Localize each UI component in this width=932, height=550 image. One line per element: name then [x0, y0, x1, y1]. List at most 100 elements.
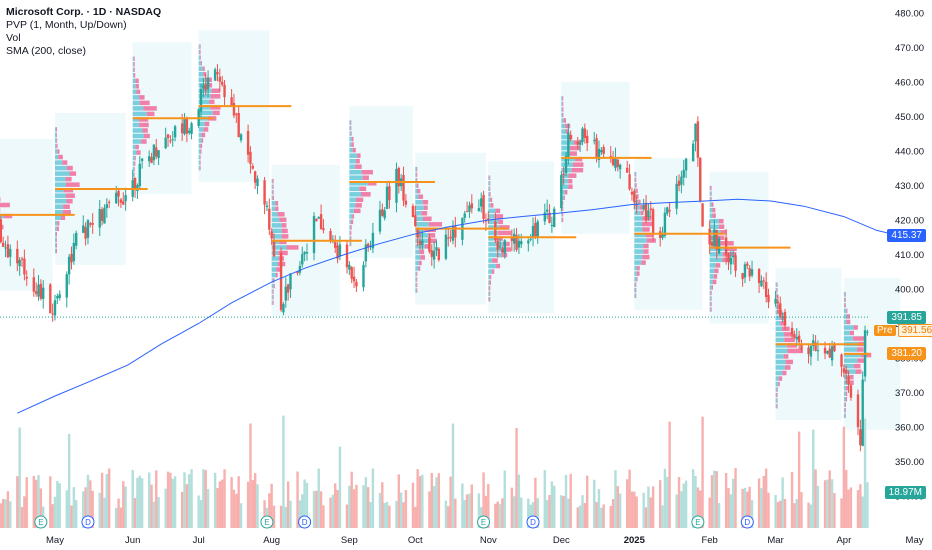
volume-profile-down-bar [489, 291, 491, 296]
event-marker-label: D [744, 518, 750, 527]
candle-body [437, 248, 441, 260]
candle-body [84, 227, 87, 239]
volume-profile-down-bar [712, 213, 716, 218]
candle-body [534, 222, 537, 237]
volume-profile-up-bar [349, 131, 351, 136]
volume-profile-up-bar [775, 381, 779, 387]
volume-bar [482, 472, 485, 528]
candle-body [477, 208, 481, 212]
volume-profile-down-bar [710, 301, 712, 307]
volume-bar [569, 473, 572, 528]
candle-body [428, 237, 431, 252]
candle-body [378, 209, 382, 232]
price-axis: 480.00 470.00 460.00 450.00 440.00 430.00 420.… [895, 9, 924, 503]
volume-profile-down-bar [776, 398, 778, 403]
volume-profile-down-bar [491, 269, 495, 274]
volume-profile-down-bar [637, 265, 640, 271]
volume-profile-up-bar [271, 267, 277, 272]
volume-profile-down-bar [845, 413, 846, 419]
volume-profile-up-bar [634, 210, 641, 216]
volume-bar [717, 503, 721, 528]
volume-profile-down-bar [787, 348, 803, 354]
volume-profile-down-bar [418, 194, 424, 199]
volume-profile-up-bar [415, 199, 423, 205]
candle-body [581, 128, 584, 143]
candle-body [451, 226, 455, 241]
volume-profile-up-bar [55, 132, 57, 138]
volume-bar [218, 481, 222, 528]
volume-bar [435, 477, 438, 528]
volume-bar [336, 490, 339, 528]
volume-profile-up-bar [132, 106, 144, 111]
volume-profile-down-bar [355, 197, 364, 203]
volume-bar [750, 500, 754, 528]
volume-profile-down-bar [417, 188, 421, 194]
volume-profile-down-bar [416, 166, 418, 172]
volume-profile-up-bar [634, 177, 636, 183]
volume-profile-down-bar [490, 203, 494, 208]
volume-profile-down-bar [357, 153, 361, 158]
dividend-marker [740, 515, 754, 529]
volume-profile-down-bar [57, 149, 60, 154]
volume-bar [658, 480, 662, 528]
volume-profile-up-bar [709, 279, 713, 285]
volume-profile-down-bar [58, 154, 63, 160]
volume-profile-down-bar [489, 192, 491, 197]
symbol-title[interactable]: Microsoft Corp. · 1D · NASDAQ [6, 6, 162, 18]
volume-profile-down-bar [853, 325, 858, 330]
volume-bar [553, 485, 556, 528]
candle-body [86, 220, 90, 238]
volume-bar [800, 492, 803, 528]
candle-body [847, 376, 850, 385]
volume-profile-down-bar [495, 208, 501, 214]
volume-profile-up-bar [132, 100, 140, 106]
volume-bar [626, 479, 629, 528]
volume-profile-up-bar [843, 330, 850, 336]
volume-bar [65, 490, 68, 528]
candle-body [677, 180, 681, 186]
volume-profile-down-bar [272, 195, 274, 201]
time-tick-label: Sep [341, 535, 358, 546]
volume-profile-up-bar [634, 194, 637, 199]
volume-profile-down-bar [575, 156, 583, 162]
candle-body [362, 264, 365, 288]
volume-bar [663, 468, 667, 528]
candle-body [779, 303, 782, 318]
volume-profile-up-bar [634, 183, 636, 188]
time-tick-label: Aug [263, 535, 280, 546]
candle-body [691, 143, 695, 162]
dividend-marker [298, 515, 312, 529]
volume-profile-down-bar [272, 294, 274, 300]
volume-profile-down-bar [63, 187, 74, 193]
volume-bar [319, 491, 323, 528]
price-tick-label: 350.00 [895, 457, 924, 468]
candle-body [249, 151, 252, 164]
indicator-vol[interactable]: Vol [6, 32, 21, 44]
volume-profile-down-bar [489, 175, 491, 180]
volume-profile-up-bar [775, 403, 777, 409]
volume-profile-down-bar [424, 244, 430, 249]
candle-body [315, 218, 318, 222]
volume-profile-up-bar [488, 175, 490, 180]
volume-profile-up-bar [55, 221, 58, 226]
indicator-pvp[interactable]: PVP (1, Month, Up/Down) [6, 19, 127, 31]
volume-profile-down-bar [135, 78, 139, 84]
volume-profile-down-bar [784, 332, 794, 337]
volume-bar [729, 494, 733, 528]
volume-tag: 18.97M [884, 486, 926, 499]
volume-profile-down-bar [278, 250, 288, 256]
candle-body [317, 217, 320, 219]
volume-profile-down-bar [350, 219, 354, 225]
candle-body [4, 247, 7, 249]
volume-bar [767, 492, 770, 528]
candle-body [649, 208, 652, 211]
volume-bar [338, 446, 342, 528]
volume-bar [246, 481, 250, 528]
volume-profile-up-bar [271, 228, 282, 234]
indicator-sma[interactable]: SMA (200, close) [6, 45, 86, 57]
candle-body [430, 250, 433, 257]
volume-profile-down-bar [502, 247, 511, 252]
volume-profile-up-bar [349, 230, 351, 236]
volume-bar [859, 484, 862, 528]
